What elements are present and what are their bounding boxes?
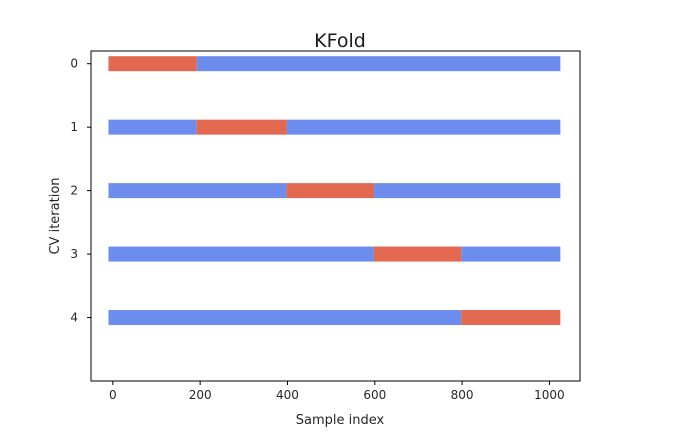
iteration-1-train-segment-0 [108, 119, 197, 135]
iteration-2-train-segment-1 [373, 183, 561, 199]
iteration-4-train-segment-0 [108, 310, 462, 326]
x-tick-label: 0 [109, 388, 117, 402]
x-axis: 0 200 400 600 800 1000 [109, 381, 565, 402]
x-axis-label: Sample index [296, 413, 385, 428]
plot-frame [90, 50, 581, 382]
iteration-1-test-segment [196, 119, 287, 135]
iteration-3-test-segment [373, 246, 462, 262]
y-axis-label: CV iteration [48, 177, 63, 254]
iteration-0-train-segment-0 [196, 56, 561, 72]
x-tick-label: 200 [189, 388, 212, 402]
iteration-2-train-segment-0 [108, 183, 287, 199]
bar-group [108, 56, 561, 326]
y-tick-label: 2 [70, 184, 78, 198]
x-tick-label: 800 [451, 388, 474, 402]
y-tick-label: 3 [70, 247, 78, 261]
x-tick-label: 1000 [534, 388, 565, 402]
y-tick-label: 4 [70, 311, 78, 325]
iteration-3-train-segment-0 [108, 246, 374, 262]
iteration-0-test-segment [108, 56, 197, 72]
iteration-1-train-segment-1 [286, 119, 561, 135]
iteration-2-test-segment [286, 183, 374, 199]
iteration-3-train-segment-1 [461, 246, 561, 262]
iteration-4-test-segment [461, 310, 561, 326]
x-tick-label: 600 [363, 388, 386, 402]
y-tick-label: 0 [70, 57, 78, 71]
x-tick-label: 400 [276, 388, 299, 402]
y-tick-label: 1 [70, 120, 78, 134]
chart-title: KFold [314, 30, 366, 52]
y-axis: 0 1 2 3 4 [70, 57, 91, 325]
